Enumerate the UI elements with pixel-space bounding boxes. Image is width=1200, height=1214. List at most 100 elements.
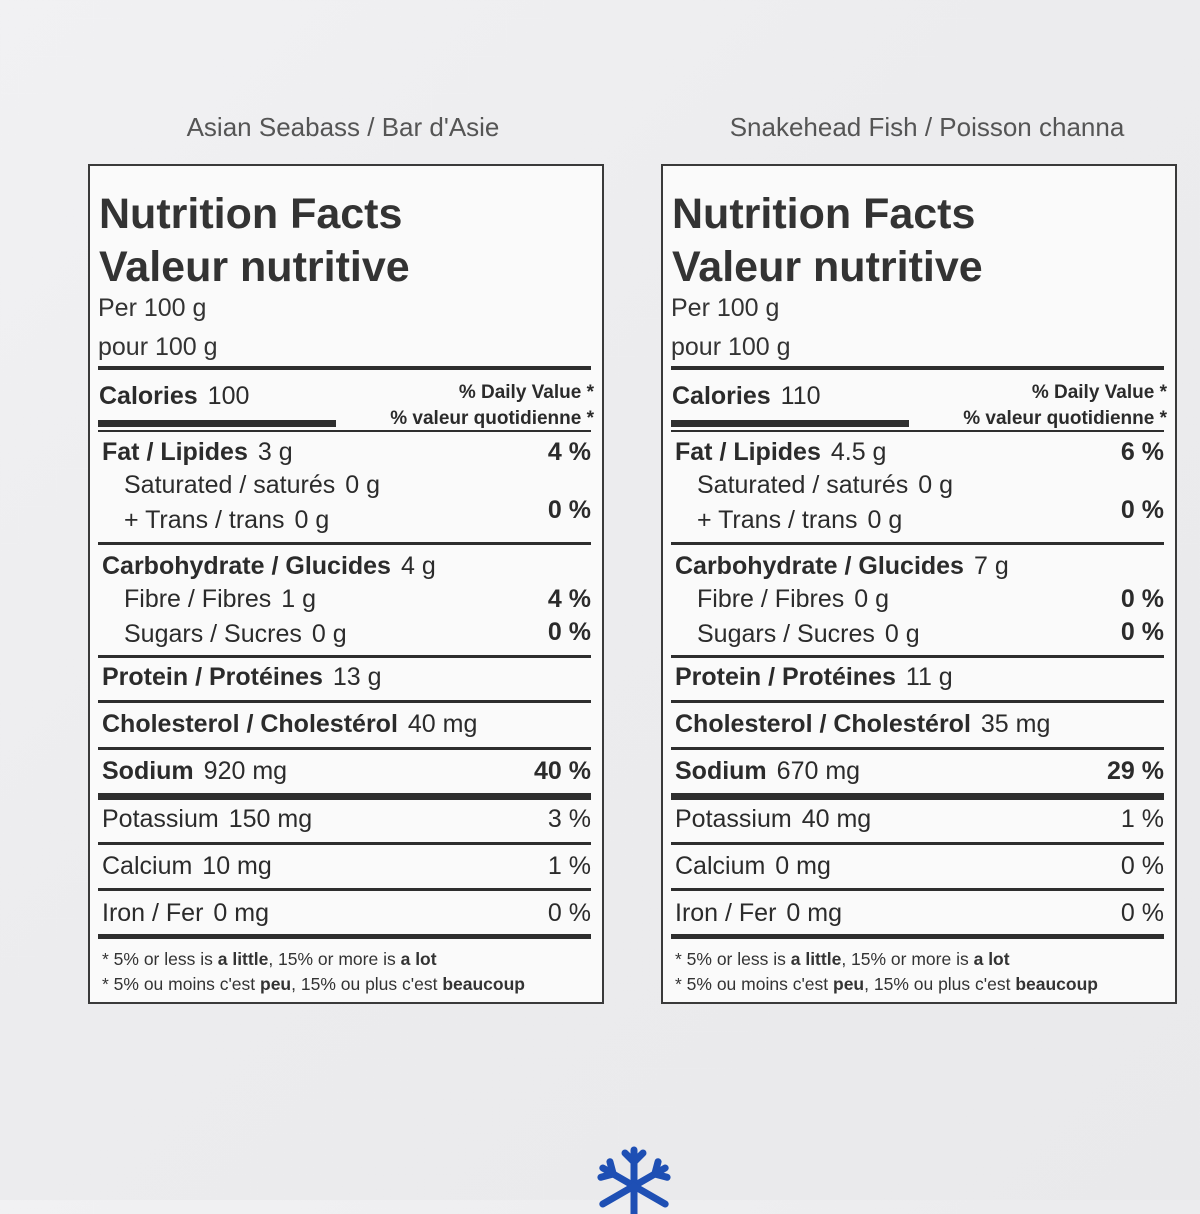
nutrient-amount: 0 g [294, 506, 330, 534]
thick-divider [671, 793, 1164, 800]
footnote-fr: * 5% ou moins c'est peu, 15% ou plus c'e… [675, 974, 1098, 995]
footnote-emph: a little [790, 949, 842, 969]
daily-value-header: % Daily Value * % valeur quotidienne * [390, 380, 594, 432]
nutrient-name: Saturated / saturés [124, 471, 336, 499]
sodium-row: Sodium 670 mg [675, 757, 1161, 786]
iron-pct: 0 % [1120, 899, 1164, 927]
carb-row: Carbohydrate / Glucides 7 g [675, 552, 1161, 581]
nutrient-amount: 4.5 g [830, 438, 887, 466]
footnote-part: , 15% ou plus c'est [291, 974, 443, 994]
iron-row: Iron / Fer 0 mg [675, 899, 1161, 928]
calcium-pct: 1 % [547, 852, 591, 880]
fibre-pct: 0 % [1120, 585, 1164, 613]
sugars-row: Sugars / Sucres 0 g [697, 620, 1161, 649]
nutrient-amount: 0 g [918, 471, 953, 499]
nutrient-name: + Trans / trans [697, 506, 858, 534]
nutrient-name: Potassium [102, 805, 219, 833]
nutrient-name: Potassium [675, 805, 792, 833]
fat-row: Fat / Lipides 4.5 g [675, 438, 1161, 467]
carb-row: Carbohydrate / Glucides 4 g [102, 552, 588, 581]
nutrient-name: Sugars / Sucres [124, 620, 302, 648]
thick-divider [98, 793, 591, 800]
sugars-row: Sugars / Sucres 0 g [124, 620, 588, 649]
fat-pct: 4 % [547, 438, 591, 466]
daily-value-en: % Daily Value * [458, 382, 594, 403]
calcium-pct: 0 % [1120, 852, 1164, 880]
calories-row: Calories 110 [672, 382, 821, 411]
fat-pct: 6 % [1120, 438, 1164, 466]
divider [671, 430, 1164, 432]
divider [98, 655, 591, 658]
nutrient-name: Calcium [675, 852, 766, 880]
nutrient-name: Sugars / Sucres [697, 620, 875, 648]
daily-value-header: % Daily Value * % valeur quotidienne * [963, 380, 1167, 432]
fibre-row: Fibre / Fibres 0 g [697, 585, 1161, 614]
divider [98, 366, 591, 370]
calories-rule [671, 420, 909, 427]
sodium-pct: 29 % [1107, 757, 1164, 785]
fat-row: Fat / Lipides 3 g [102, 438, 588, 467]
cholesterol-row: Cholesterol / Cholestérol 40 mg [102, 710, 588, 739]
sat-trans-pct: 0 % [547, 496, 591, 524]
nutrient-amount: 11 g [905, 663, 953, 691]
cholesterol-row: Cholesterol / Cholestérol 35 mg [675, 710, 1161, 739]
calories-value: 100 [207, 382, 250, 410]
footnote-en: * 5% or less is a little, 15% or more is… [675, 949, 1010, 970]
serving-en: Per 100 g [671, 294, 780, 322]
title-fr: Valeur nutritive [99, 243, 410, 291]
nutrient-name: Saturated / saturés [697, 471, 909, 499]
calories-label: Calories [672, 382, 771, 410]
nutrient-name: Protein / Protéines [102, 663, 323, 691]
calcium-row: Calcium 0 mg [675, 852, 1161, 881]
nutrient-amount: 0 g [867, 506, 903, 534]
nutrient-name: Cholesterol / Cholestérol [102, 710, 398, 738]
nutrient-name: Protein / Protéines [675, 663, 896, 691]
nutrient-amount: 40 mg [801, 805, 872, 833]
footnote-emph: peu [833, 974, 865, 994]
serving-fr: pour 100 g [98, 333, 218, 361]
nutrient-amount: 1 g [281, 585, 317, 613]
nutrient-amount: 0 mg [213, 899, 270, 927]
title-en: Nutrition Facts [672, 190, 976, 238]
divider [671, 366, 1164, 370]
daily-value-fr: % valeur quotidienne * [390, 408, 594, 429]
serving-en: Per 100 g [98, 294, 207, 322]
nutrient-name: Fibre / Fibres [124, 585, 272, 613]
nutrient-amount: 0 mg [786, 899, 843, 927]
nutrient-amount: 0 g [345, 471, 380, 499]
divider [98, 888, 591, 891]
footnote-part: * 5% or less is [102, 949, 218, 969]
nutrient-name: Cholesterol / Cholestérol [675, 710, 971, 738]
nutrient-amount: 0 g [884, 620, 920, 648]
nutrient-name: Iron / Fer [675, 899, 777, 927]
product-title-right: Snakehead Fish / Poisson channa [729, 112, 1125, 142]
nutrient-name: Iron / Fer [102, 899, 204, 927]
divider [98, 842, 591, 845]
saturated-row: Saturated / saturés 0 g [124, 471, 588, 500]
footnote-emph: beaucoup [442, 974, 525, 994]
nutrient-name: Calcium [102, 852, 193, 880]
nutrient-name: Carbohydrate / Glucides [675, 552, 964, 580]
calcium-row: Calcium 10 mg [102, 852, 588, 881]
fibre-pct: 4 % [547, 585, 591, 613]
daily-value-en: % Daily Value * [1031, 382, 1167, 403]
nutrient-amount: 3 g [257, 438, 293, 466]
nutrient-amount: 13 g [332, 663, 382, 691]
potassium-pct: 1 % [1120, 805, 1164, 833]
nutrient-amount: 670 mg [776, 757, 861, 785]
calories-label: Calories [99, 382, 198, 410]
sodium-pct: 40 % [534, 757, 591, 785]
protein-row: Protein / Protéines 11 g [675, 663, 1161, 692]
product-title-left: Asian Seabass / Bar d'Asie [186, 112, 500, 142]
nutrition-facts-table-seabass: Nutrition Facts Valeur nutritive Per 100… [88, 164, 604, 1004]
divider [98, 700, 591, 703]
saturated-row: Saturated / saturés 0 g [697, 471, 1161, 500]
potassium-row: Potassium 150 mg [102, 805, 588, 834]
divider [671, 655, 1164, 658]
nutrient-amount: 150 mg [228, 805, 313, 833]
footnote-emph: a little [217, 949, 269, 969]
daily-value-fr: % valeur quotidienne * [963, 408, 1167, 429]
nutrient-amount: 0 g [854, 585, 890, 613]
nutrient-amount: 40 mg [407, 710, 478, 738]
nutrient-amount: 0 mg [775, 852, 831, 880]
